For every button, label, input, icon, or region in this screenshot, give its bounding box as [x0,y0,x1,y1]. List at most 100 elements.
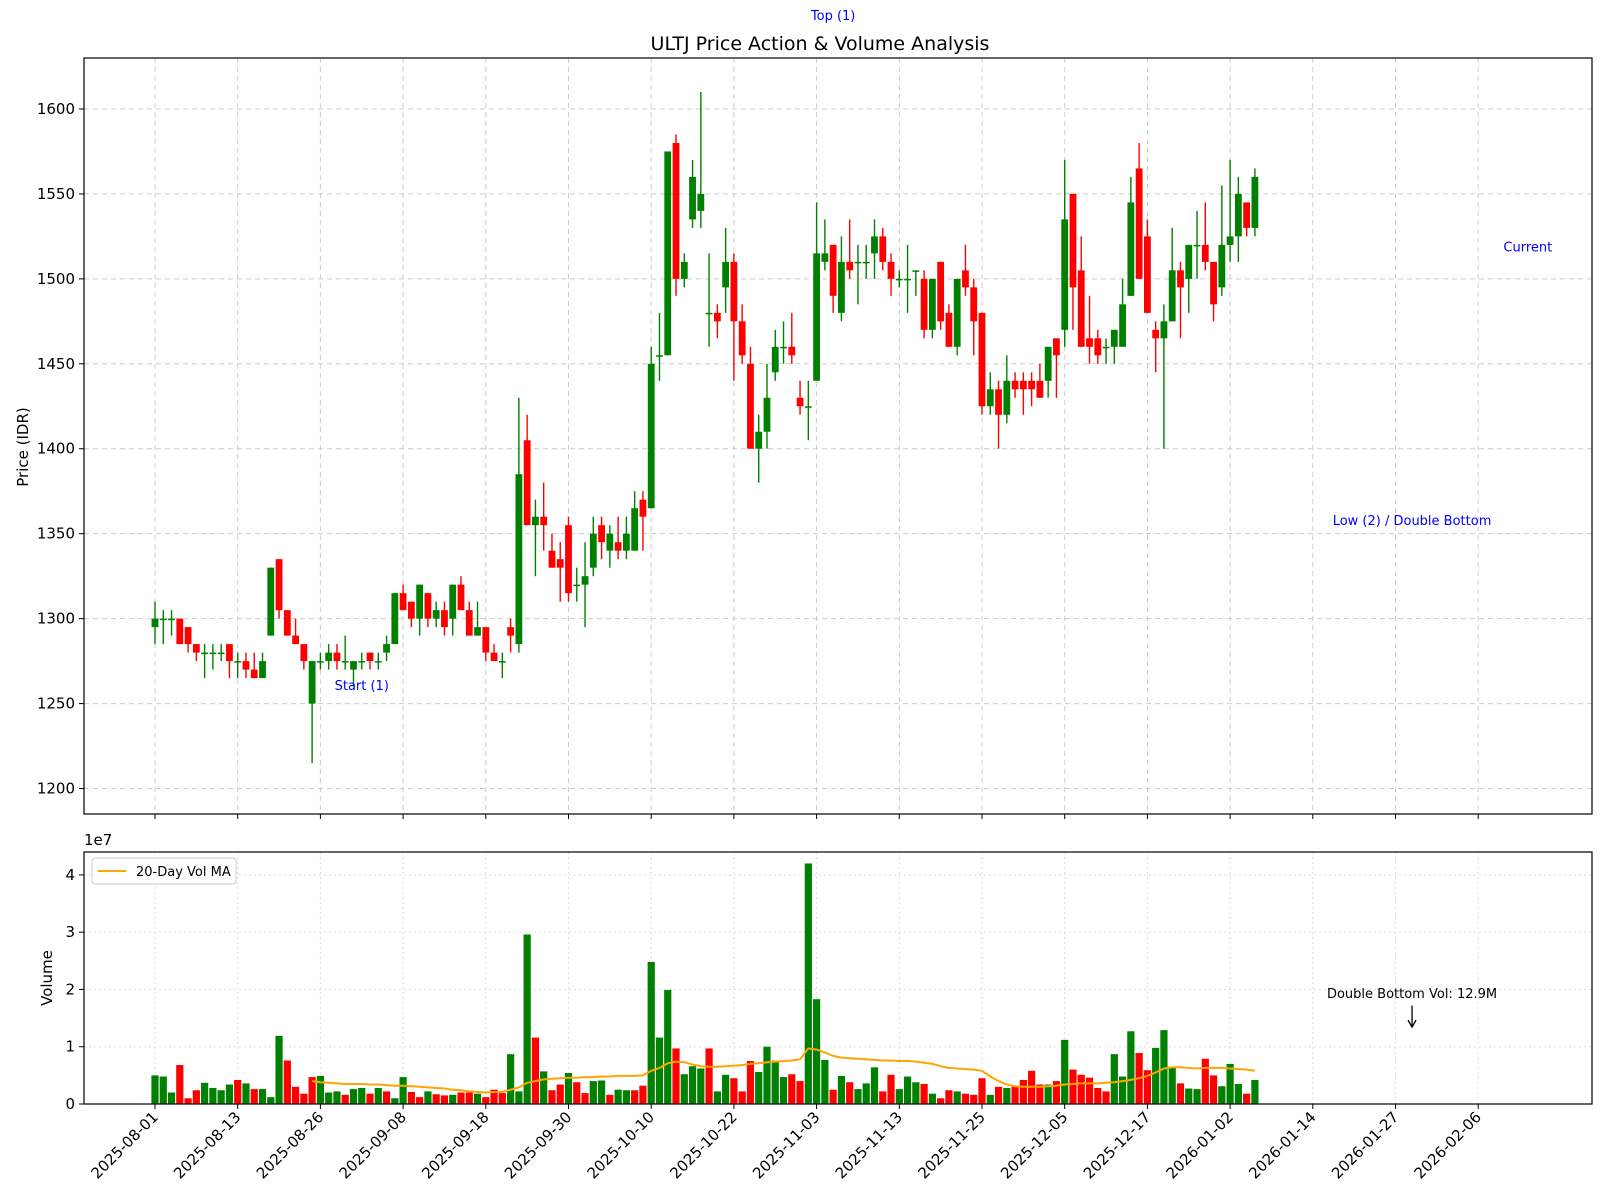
candlestick [1152,321,1160,373]
candlestick [1234,176,1242,262]
volume-bar [994,1086,1003,1104]
volume-bar [416,1097,424,1104]
candle-body [1036,380,1044,398]
candlestick [1127,176,1135,296]
volume-annotation-arrowhead [1407,1019,1417,1029]
volume-bar [192,1090,200,1104]
candle-body [556,559,564,568]
candlestick [507,618,515,653]
candlestick-series [151,91,1259,764]
volume-bar [1234,1083,1242,1104]
candle-body [366,652,374,662]
candlestick [871,219,878,279]
volume-bar [581,1093,589,1104]
candlestick [358,652,366,670]
candlestick [639,491,647,551]
candle-body [647,363,655,509]
volume-bar [374,1087,382,1104]
candle-body [267,567,275,636]
candlestick [846,219,854,279]
candlestick [1193,210,1201,279]
candlestick [341,635,349,670]
candle-body [631,508,639,551]
candlestick [366,652,374,670]
volume-bar [920,1083,928,1104]
candlestick [532,499,539,577]
candlestick [672,134,680,296]
candle-body [333,652,341,662]
volume-y-tick-label: 4 [65,866,75,884]
candlestick [937,261,945,330]
candlestick [722,227,730,313]
volume-bar [606,1094,614,1104]
candle-body [912,270,920,272]
candlestick [474,601,481,636]
candlestick [300,644,308,670]
candle-body [978,312,986,407]
candle-body [292,635,299,645]
volume-bar [1110,1054,1118,1104]
volume-bar [201,1082,209,1104]
volume-bar [1185,1088,1193,1104]
volume-bar [1085,1077,1094,1104]
volume-bar [953,1091,961,1104]
volume-bar [341,1094,349,1104]
volume-bar [755,1071,763,1104]
candlestick [465,601,473,636]
candlestick [1201,202,1209,271]
price-y-tick-label: 1350 [37,525,75,543]
candle-body [449,584,457,619]
candle-body [705,312,713,315]
candle-body [1226,236,1234,245]
volume-bar [986,1094,994,1104]
candlestick [614,516,622,560]
volume-bar [531,1037,540,1104]
candle-body [341,661,349,663]
price-annotation: Low (2) / Double Bottom [1333,514,1492,529]
volume-bar [912,1082,920,1104]
candle-body [656,355,663,357]
candlestick [953,278,961,356]
candle-body [1234,193,1242,237]
volume-bar [1118,1076,1127,1104]
candle-body [589,533,597,568]
volume-bar [705,1048,713,1104]
candlestick [771,329,779,381]
candlestick [962,244,969,296]
legend-box [91,857,237,885]
candle-body [507,627,515,636]
volume-bar [978,1078,986,1104]
candlestick [920,270,928,339]
candle-body [1053,338,1060,356]
candle-body [747,363,754,449]
candle-body [573,584,581,587]
price-y-axis: 1200 1250 1300 1350 1400 1450 1500 1550 1600 [37,100,84,798]
candle-body [250,669,258,679]
volume-bar [1019,1079,1027,1104]
volume-bar [151,1075,159,1104]
volume-bar [779,1077,788,1104]
candle-body [1144,236,1151,313]
volume-bar [1193,1089,1201,1104]
volume-bar [424,1091,432,1104]
volume-bar [722,1074,730,1104]
candle-body [407,601,415,619]
candlestick [350,661,357,687]
candle-body [391,593,399,645]
candle-body [879,236,887,262]
volume-bar [540,1071,548,1104]
candle-body [465,610,473,636]
candle-body [424,593,432,619]
candle-body [540,516,548,526]
volume-bar [1152,1047,1160,1104]
candle-body [1168,270,1176,322]
candle-body [581,576,589,585]
candle-body [474,627,481,636]
candlestick [1102,338,1110,364]
candlestick [1003,355,1011,424]
volume-bar [903,1076,912,1104]
candle-body [796,397,804,407]
price-plot-frame [83,57,1593,815]
volume-y-tick-label: 1 [65,1038,75,1056]
